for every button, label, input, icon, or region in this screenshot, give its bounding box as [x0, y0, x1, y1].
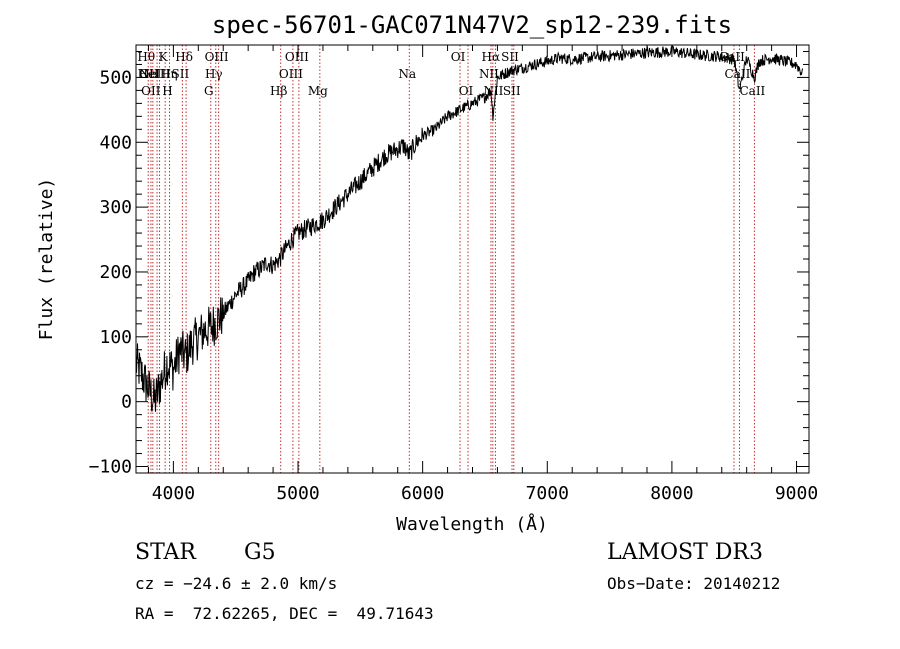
line-label-2: OII	[141, 84, 161, 98]
line-label-11: OIII	[205, 50, 229, 64]
axes-layer: 4000 5000 6000 7000 8000 9000 −100 0 100 200 300 40…	[89, 45, 818, 504]
x-tick-label-3: 7000	[526, 483, 569, 504]
x-tick-label-0: 4000	[152, 483, 195, 504]
x-tick-label-1: 5000	[276, 483, 319, 504]
line-label-7: SII	[172, 67, 190, 81]
line-label-18: OI	[459, 84, 474, 98]
line-label-15: Mg	[308, 84, 328, 98]
object-subclass: G5	[244, 540, 276, 565]
line-label-9: G	[204, 84, 214, 98]
plot-frame	[135, 44, 810, 474]
object-class: STAR	[135, 540, 196, 565]
line-label-26: CaII	[739, 84, 765, 98]
y-tick-label-2: 100	[99, 327, 132, 348]
x-tick-label-5: 9000	[775, 483, 818, 504]
spectrum-line	[135, 45, 803, 412]
emission-lines-layer: HθOIIOIINeIIIHeIHηKHSIIHδGHγOIIIHβOIIIOI…	[137, 45, 766, 473]
x-tick-label-4: 8000	[650, 483, 693, 504]
y-tick-label-4: 300	[99, 197, 132, 218]
coordinates: RA = 72.62265, DEC = 49.71643	[135, 604, 434, 623]
line-label-22: SII	[501, 50, 519, 64]
line-label-17: OI	[451, 50, 466, 64]
y-tick-label-0: −100	[89, 457, 132, 478]
line-label-6: H	[162, 84, 172, 98]
line-label-19: NII	[479, 67, 499, 81]
x-tick-label-2: 6000	[401, 483, 444, 504]
line-label-13: OIII	[279, 67, 303, 81]
spectrum-layer	[135, 45, 803, 412]
y-tick-label-6: 500	[99, 67, 132, 88]
survey-name: LAMOST DR3	[607, 540, 763, 565]
x-axis-label: Wavelength (Å)	[396, 513, 548, 535]
y-tick-label-5: 400	[99, 132, 132, 153]
line-label-23: SII	[503, 84, 521, 98]
observation-date: Obs−Date: 20140212	[607, 574, 781, 593]
line-label-5: K	[159, 50, 169, 64]
line-label-8: Hδ	[175, 50, 193, 64]
redshift-info: cz = −24.6 ± 2.0 km/s	[135, 574, 338, 593]
y-axis-label: Flux (relative)	[36, 178, 57, 341]
line-label-12: Hβ	[270, 84, 287, 98]
chart-title: spec-56701-GAC071N47V2_sp12-239.fits	[212, 11, 732, 39]
line-label-20: Hα	[482, 50, 501, 64]
line-label-14: OIII	[285, 50, 309, 64]
y-tick-label-3: 200	[99, 262, 132, 283]
y-tick-label-1: 0	[121, 392, 132, 413]
line-label-16: Na	[398, 67, 416, 81]
line-label-10: Hγ	[205, 67, 223, 81]
